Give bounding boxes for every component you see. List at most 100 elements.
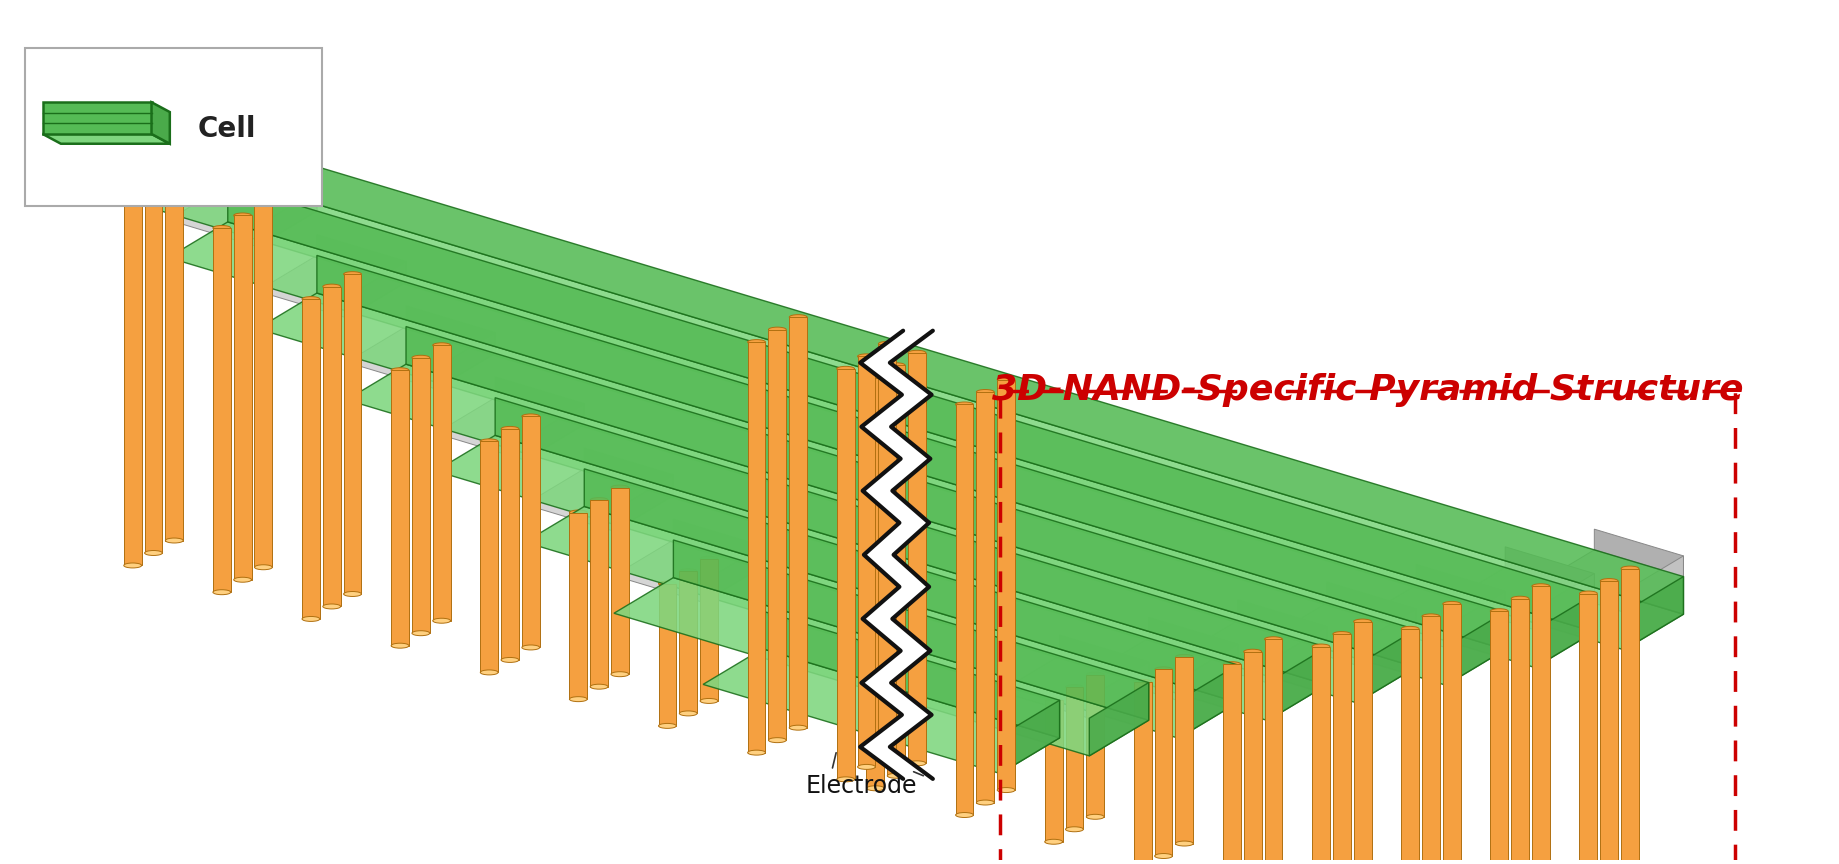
Polygon shape (673, 519, 761, 567)
Ellipse shape (611, 671, 629, 677)
Ellipse shape (1085, 672, 1103, 677)
Polygon shape (436, 435, 1326, 721)
Polygon shape (1000, 656, 1148, 718)
Ellipse shape (699, 698, 717, 703)
Polygon shape (614, 578, 1148, 756)
Ellipse shape (344, 271, 360, 276)
Polygon shape (79, 113, 228, 175)
Ellipse shape (769, 327, 785, 332)
Polygon shape (1089, 662, 1148, 718)
Ellipse shape (1155, 854, 1171, 859)
Ellipse shape (166, 538, 184, 543)
Ellipse shape (679, 711, 697, 716)
Ellipse shape (1620, 566, 1639, 571)
Polygon shape (522, 416, 539, 647)
Polygon shape (406, 327, 1416, 667)
Polygon shape (1624, 576, 1683, 650)
Polygon shape (590, 500, 607, 687)
Polygon shape (1355, 609, 1416, 665)
Polygon shape (1624, 556, 1683, 613)
Ellipse shape (997, 377, 1015, 382)
Polygon shape (1177, 620, 1326, 683)
Polygon shape (679, 571, 697, 714)
Text: Cell: Cell (199, 115, 256, 143)
Polygon shape (1532, 586, 1548, 864)
Polygon shape (257, 190, 316, 246)
Ellipse shape (699, 556, 717, 562)
Ellipse shape (522, 645, 539, 650)
Ellipse shape (500, 658, 519, 663)
Polygon shape (673, 540, 1148, 721)
Polygon shape (316, 235, 406, 283)
Text: 3D-NAND-Specific Pyramid Structure: 3D-NAND-Specific Pyramid Structure (991, 373, 1743, 407)
Polygon shape (1059, 635, 1148, 683)
Ellipse shape (886, 363, 905, 368)
Polygon shape (866, 378, 885, 788)
Ellipse shape (679, 569, 697, 574)
Polygon shape (761, 611, 1059, 738)
Ellipse shape (590, 498, 607, 503)
Polygon shape (1331, 634, 1350, 864)
Polygon shape (1442, 604, 1460, 864)
Ellipse shape (392, 368, 408, 372)
Polygon shape (1445, 612, 1504, 685)
Polygon shape (344, 274, 360, 594)
Ellipse shape (977, 800, 993, 805)
Ellipse shape (954, 402, 973, 407)
Ellipse shape (1065, 684, 1083, 689)
Polygon shape (1045, 700, 1061, 842)
Ellipse shape (886, 773, 905, 778)
Polygon shape (392, 371, 408, 645)
Polygon shape (614, 540, 761, 602)
Polygon shape (1065, 687, 1083, 829)
Ellipse shape (747, 750, 765, 755)
Ellipse shape (1490, 609, 1508, 613)
Ellipse shape (213, 226, 230, 231)
Ellipse shape (568, 510, 587, 515)
Polygon shape (1355, 585, 1504, 647)
Ellipse shape (997, 788, 1015, 792)
Ellipse shape (769, 738, 785, 743)
Ellipse shape (658, 723, 677, 728)
Polygon shape (1593, 529, 1683, 576)
Polygon shape (1534, 594, 1593, 668)
Polygon shape (997, 379, 1015, 790)
Ellipse shape (908, 761, 925, 766)
Polygon shape (302, 299, 320, 619)
Ellipse shape (1422, 614, 1440, 619)
Polygon shape (42, 102, 151, 134)
Polygon shape (702, 546, 761, 602)
Ellipse shape (234, 577, 252, 582)
Ellipse shape (302, 617, 320, 621)
Polygon shape (702, 649, 1059, 773)
Polygon shape (1000, 700, 1059, 773)
Polygon shape (1267, 647, 1326, 721)
Ellipse shape (1065, 827, 1083, 832)
Polygon shape (954, 404, 973, 815)
Polygon shape (254, 203, 272, 568)
Ellipse shape (954, 812, 973, 817)
Polygon shape (412, 358, 430, 633)
Ellipse shape (1175, 654, 1194, 659)
Polygon shape (1445, 591, 1504, 647)
Ellipse shape (123, 563, 142, 568)
Ellipse shape (658, 581, 677, 586)
Polygon shape (524, 506, 1238, 738)
Ellipse shape (857, 354, 875, 359)
Polygon shape (1155, 670, 1171, 856)
Polygon shape (1534, 550, 1683, 613)
Polygon shape (524, 469, 673, 531)
Ellipse shape (908, 350, 925, 355)
Polygon shape (789, 317, 807, 727)
Polygon shape (857, 356, 875, 767)
Polygon shape (495, 397, 1326, 685)
Ellipse shape (568, 696, 587, 702)
Ellipse shape (123, 155, 142, 159)
Polygon shape (316, 256, 1504, 650)
Polygon shape (138, 113, 1683, 614)
Ellipse shape (254, 200, 272, 206)
Polygon shape (1263, 639, 1282, 864)
Ellipse shape (866, 785, 885, 791)
Ellipse shape (432, 619, 451, 623)
Polygon shape (123, 156, 142, 565)
